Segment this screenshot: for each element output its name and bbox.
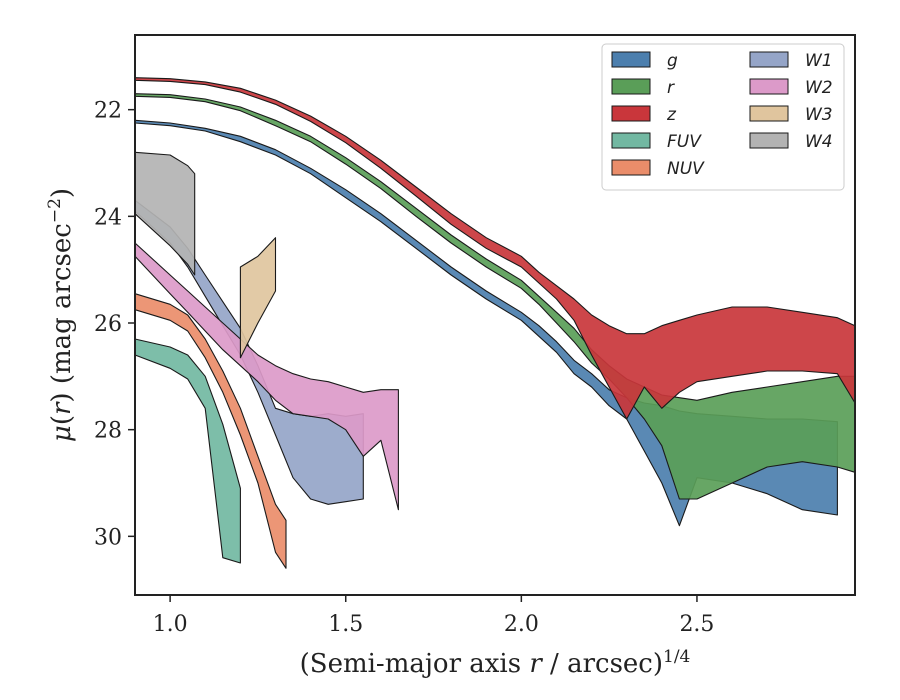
y-tick-label: 26 bbox=[94, 312, 122, 337]
legend-label-w1: W1 bbox=[805, 51, 833, 71]
legend-label-z: z bbox=[666, 105, 677, 125]
x-tick-label: 1.0 bbox=[153, 612, 188, 637]
x-tick-label: 2.5 bbox=[679, 612, 714, 637]
y-tick-label: 28 bbox=[94, 419, 122, 444]
y-axis-ticks: 22 24 26 28 30 bbox=[94, 99, 135, 550]
legend-swatch-w2 bbox=[749, 78, 789, 95]
band-fuv bbox=[134, 338, 241, 564]
x-axis-label: (Semi-major axis r / arcsec)1/4 bbox=[300, 647, 691, 679]
legend-label-w4: W4 bbox=[805, 132, 833, 152]
legend-label-nuv: NUV bbox=[667, 159, 705, 179]
band-w4 bbox=[134, 151, 196, 276]
legend-swatch-z bbox=[611, 105, 651, 122]
legend-swatch-w4 bbox=[749, 132, 789, 149]
legend-swatch-fuv bbox=[611, 132, 651, 149]
y-axis-label: μ(r) (mag arcsec−2) bbox=[45, 188, 77, 442]
legend-label-fuv: FUV bbox=[667, 132, 702, 152]
legend-swatch-w3 bbox=[749, 105, 789, 122]
y-tick-label: 24 bbox=[94, 205, 122, 230]
legend-swatch-w1 bbox=[749, 51, 789, 68]
x-tick-label: 1.5 bbox=[328, 612, 363, 637]
legend-label-w3: W3 bbox=[805, 105, 833, 125]
y-tick-label: 30 bbox=[94, 525, 122, 550]
plot-frame bbox=[134, 34, 856, 596]
legend-swatch-nuv bbox=[611, 159, 651, 176]
legend-swatch-g bbox=[611, 51, 651, 68]
legend: grz FUV NUV W1 W2 W3 W4 bbox=[601, 43, 845, 191]
band-nuv bbox=[134, 293, 287, 569]
y-tick-label: 22 bbox=[94, 99, 122, 124]
band-w3 bbox=[239, 237, 277, 359]
legend-label-r: r bbox=[667, 78, 675, 98]
x-axis-ticks: 1.0 1.5 2.0 2.5 bbox=[153, 595, 714, 637]
x-tick-label: 2.0 bbox=[504, 612, 539, 637]
legend-label-w2: W2 bbox=[805, 78, 833, 98]
legend-swatch-r bbox=[611, 78, 651, 95]
legend-label-g: g bbox=[667, 51, 678, 71]
